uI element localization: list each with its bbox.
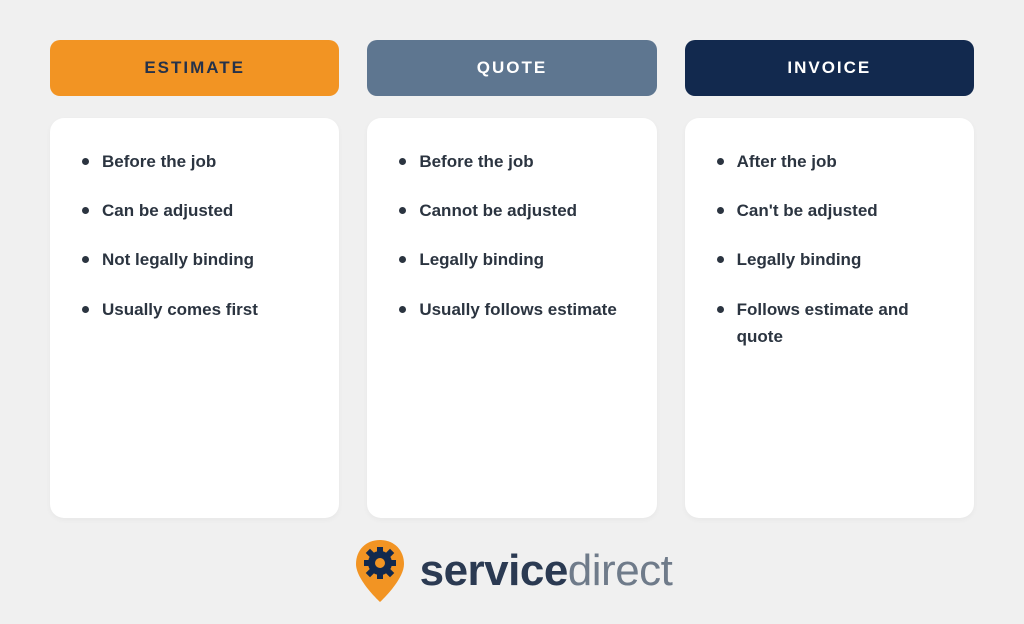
header-quote: QUOTE <box>367 40 656 96</box>
list-item: Follows estimate and quote <box>715 296 950 350</box>
list-item: Not legally binding <box>80 246 315 273</box>
logo-pin-icon <box>352 538 408 604</box>
column-quote: QUOTE Before the job Cannot be adjusted … <box>367 40 656 518</box>
card-estimate: Before the job Can be adjusted Not legal… <box>50 118 339 518</box>
list-item: Legally binding <box>397 246 632 273</box>
list-item: Can be adjusted <box>80 197 315 224</box>
list-item: Before the job <box>397 148 632 175</box>
logo-text: servicedirect <box>420 546 673 596</box>
card-invoice: After the job Can't be adjusted Legally … <box>685 118 974 518</box>
logo-text-bold: service <box>420 546 568 595</box>
header-invoice: INVOICE <box>685 40 974 96</box>
list-item: Usually follows estimate <box>397 296 632 323</box>
comparison-columns: ESTIMATE Before the job Can be adjusted … <box>50 40 974 518</box>
column-invoice: INVOICE After the job Can't be adjusted … <box>685 40 974 518</box>
list-item: After the job <box>715 148 950 175</box>
logo-text-light: direct <box>568 546 673 595</box>
list-item: Cannot be adjusted <box>397 197 632 224</box>
card-quote: Before the job Cannot be adjusted Legall… <box>367 118 656 518</box>
logo: servicedirect <box>50 538 974 604</box>
list-item: Usually comes first <box>80 296 315 323</box>
gear-icon <box>364 547 396 579</box>
header-estimate: ESTIMATE <box>50 40 339 96</box>
column-estimate: ESTIMATE Before the job Can be adjusted … <box>50 40 339 518</box>
list-item: Can't be adjusted <box>715 197 950 224</box>
list-item: Legally binding <box>715 246 950 273</box>
list-item: Before the job <box>80 148 315 175</box>
